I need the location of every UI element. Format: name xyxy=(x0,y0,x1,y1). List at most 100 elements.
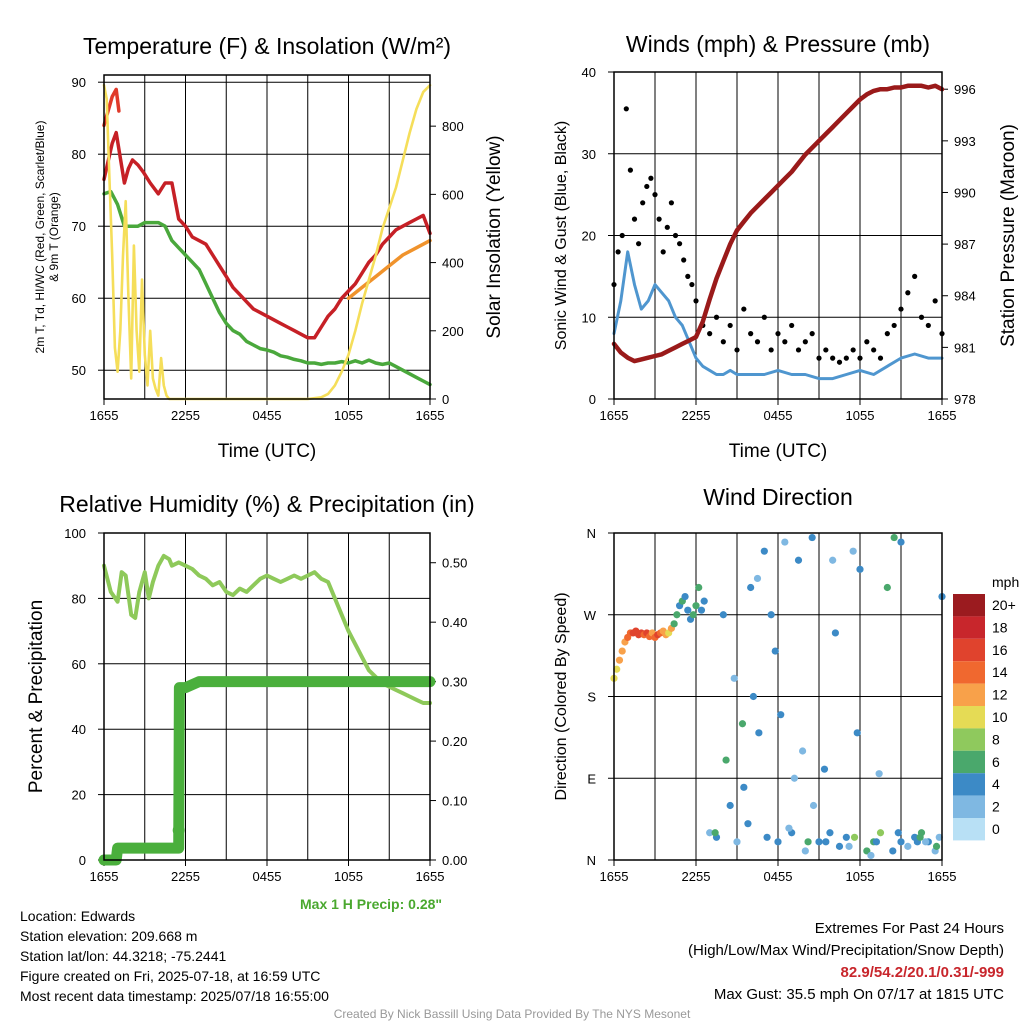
elevation-text: Station elevation: 209.668 m xyxy=(20,928,198,944)
legend-label: 14 xyxy=(992,664,1008,680)
gust-point xyxy=(693,298,699,304)
direction-point xyxy=(801,847,809,855)
panel-dir: N E S W N 1655 2255 0455 1055 1655 mph 20+ 18 16 14 12 1… xyxy=(553,484,1019,884)
gust-point xyxy=(648,175,654,181)
direction-point xyxy=(684,606,692,614)
legend-label: 4 xyxy=(992,776,1000,792)
plot-frame xyxy=(103,74,431,400)
direction-point xyxy=(670,620,678,628)
y-axis-label: Percent & Precipitation xyxy=(26,600,47,793)
direction-point xyxy=(700,597,708,605)
x-tick-label: 1055 xyxy=(846,408,875,423)
direction-point xyxy=(744,820,752,828)
legend-swatch xyxy=(953,638,985,662)
x-tick-label: 1655 xyxy=(416,408,445,423)
series-line-t9m xyxy=(346,238,432,300)
legend-swatch xyxy=(953,728,985,751)
direction-point xyxy=(890,533,898,542)
direction-point xyxy=(897,538,905,546)
y2-tick-label: 984 xyxy=(954,289,976,304)
y-tick-label: E xyxy=(587,771,596,786)
gust-point xyxy=(664,224,670,230)
direction-point xyxy=(932,842,941,850)
x-tick-label: 0455 xyxy=(764,408,793,423)
y2-tick-label: 0.20 xyxy=(442,734,467,749)
gust-point xyxy=(615,249,621,255)
gust-point xyxy=(864,339,870,345)
gust-point xyxy=(727,322,733,329)
gust-point xyxy=(640,200,646,206)
extremes-panel: Extremes For Past 24 Hours (High/Low/Max… xyxy=(688,918,1004,1006)
y-tick-label: 80 xyxy=(72,147,86,162)
y2-tick-label: 0.30 xyxy=(442,675,467,690)
precip-point xyxy=(172,824,185,837)
gust-point xyxy=(782,339,788,345)
legend-swatch xyxy=(953,661,985,684)
chart-title: Winds (mph) & Pressure (mb) xyxy=(626,31,930,57)
y-tick-label: 60 xyxy=(72,291,86,306)
y-tick-label: 40 xyxy=(582,65,596,80)
x-tick-label: 1655 xyxy=(600,408,629,423)
legend-label: 16 xyxy=(992,642,1008,658)
direction-point xyxy=(695,583,703,592)
gust-point xyxy=(619,232,625,239)
series-line-precip xyxy=(98,676,436,866)
direction-point xyxy=(740,783,748,791)
y-tick-label: 100 xyxy=(64,526,86,541)
gust-point xyxy=(843,355,849,361)
direction-point xyxy=(692,602,700,610)
gust-point xyxy=(871,347,877,353)
direction-point xyxy=(809,801,818,810)
legend-label: 18 xyxy=(992,619,1008,635)
direction-point xyxy=(856,565,864,573)
direction-point xyxy=(774,838,782,846)
gust-point xyxy=(912,273,918,279)
recent-text: Most recent data timestamp: 2025/07/18 1… xyxy=(20,988,329,1004)
gust-point xyxy=(918,314,925,320)
x-tick-label: 0455 xyxy=(253,408,282,423)
y2-tick-label: 990 xyxy=(954,185,976,200)
direction-point xyxy=(760,547,768,555)
max-precip-note: Max 1 H Precip: 0.28" xyxy=(300,896,443,912)
y2-axis-label: Station Pressure (Maroon) xyxy=(998,124,1019,347)
y-tick-label: 0 xyxy=(589,392,596,407)
legend-label: 10 xyxy=(992,709,1008,725)
direction-point xyxy=(829,556,837,564)
y2-tick-label: 0.50 xyxy=(442,556,467,571)
legend-swatch xyxy=(953,795,985,818)
legend-swatch xyxy=(953,683,985,706)
legend-swatch xyxy=(953,750,985,774)
x-tick-label: 2255 xyxy=(171,408,200,423)
gust-point xyxy=(789,322,795,329)
gust-point xyxy=(836,359,843,365)
chart-title: Relative Humidity (%) & Precipitation (i… xyxy=(59,491,474,517)
x-tick-label: 1655 xyxy=(928,408,957,423)
y-tick-label: 20 xyxy=(72,788,86,803)
gust-point xyxy=(656,216,662,222)
direction-point xyxy=(613,665,621,673)
y-tick-label: 50 xyxy=(72,363,86,378)
gust-point xyxy=(775,331,781,337)
gust-point xyxy=(768,347,774,353)
direction-point xyxy=(777,711,785,719)
gust-point xyxy=(748,331,754,337)
y2-tick-label: 993 xyxy=(954,134,976,149)
series-line-dew xyxy=(102,189,432,387)
y-tick-label: N xyxy=(587,853,596,868)
y-tick-label: 60 xyxy=(72,657,86,672)
direction-point xyxy=(697,606,706,614)
direction-point xyxy=(845,842,853,850)
direction-point xyxy=(804,838,812,846)
station-info: Location: Edwards Station elevation: 209… xyxy=(20,906,329,1006)
series-line-wind xyxy=(612,250,944,381)
direction-point xyxy=(767,611,775,619)
y-tick-label: 70 xyxy=(72,219,86,234)
direction-point xyxy=(749,692,758,701)
panel-temp: 50 60 70 80 90 0 200 400 600 800 1655 2255 0455 1055 1… xyxy=(33,33,505,462)
direction-point xyxy=(730,674,738,682)
y2-tick-label: 996 xyxy=(954,82,976,97)
direction-point xyxy=(820,765,829,773)
direction-point xyxy=(722,756,730,764)
y2-tick-label: 0.40 xyxy=(442,615,467,630)
direction-point xyxy=(785,824,793,832)
